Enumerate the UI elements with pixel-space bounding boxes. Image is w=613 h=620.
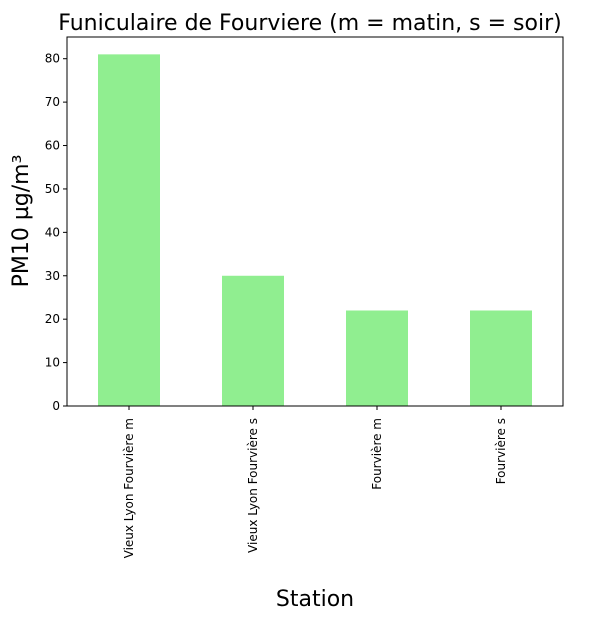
y-tick-label: 10 <box>45 356 60 370</box>
bar-2 <box>346 310 408 406</box>
x-tick-label: Fourvière s <box>494 418 508 484</box>
bar-3 <box>470 310 532 406</box>
x-tick-label: Vieux Lyon Fourvière m <box>122 418 136 558</box>
y-tick-label: 20 <box>45 312 60 326</box>
bar-1 <box>222 275 284 406</box>
x-tick-label: Vieux Lyon Fourvière s <box>246 418 260 553</box>
y-tick-label: 40 <box>45 225 60 239</box>
y-tick-label: 0 <box>52 399 60 413</box>
axes-frame <box>66 36 564 407</box>
plot-area: 0 10 20 30 40 50 60 70 80 Vieux Lyon Fourvière m V… <box>45 36 564 558</box>
y-tick-label: 80 <box>45 52 60 66</box>
x-tick-label: Fourvière m <box>370 418 384 490</box>
x-axis-label: Station <box>276 587 354 612</box>
y-tick-label: 30 <box>45 269 60 283</box>
chart-title: Funiculaire de Fourviere (m = matin, s =… <box>58 11 561 36</box>
y-tick-label: 50 <box>45 182 60 196</box>
bar-0 <box>98 54 160 406</box>
y-tick-label: 60 <box>45 139 60 153</box>
y-axis-label: PM10 µg/m³ <box>9 155 34 288</box>
y-tick-label: 70 <box>45 95 60 109</box>
